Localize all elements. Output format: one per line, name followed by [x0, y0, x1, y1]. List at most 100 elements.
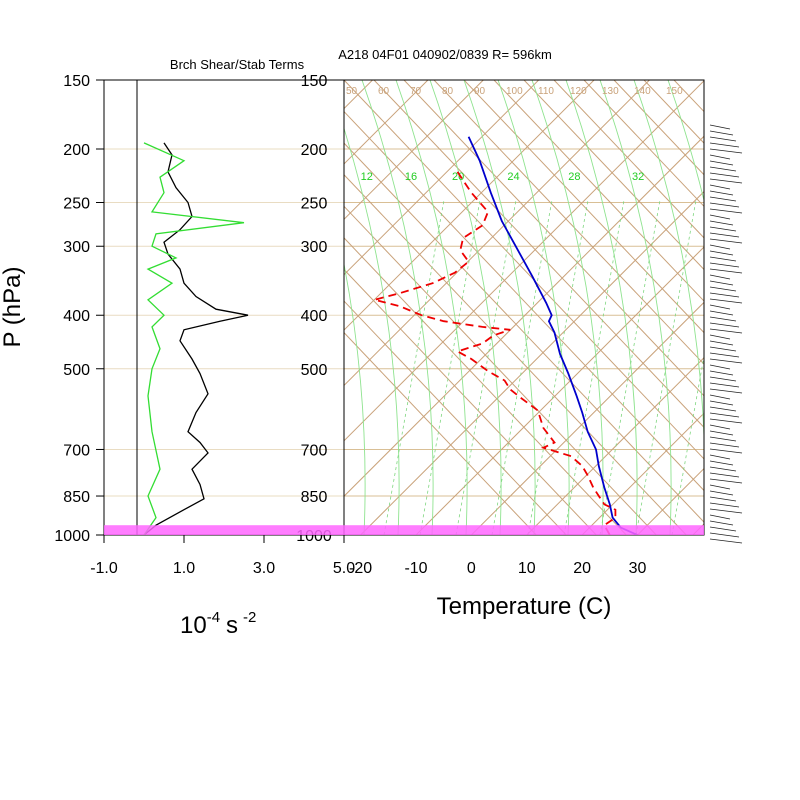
skewt-isotherm — [344, 80, 484, 221]
skewt-dry-adiabat — [344, 237, 627, 535]
wind-barb — [709, 214, 731, 220]
skewt-y-tick-label: 850 — [301, 489, 328, 506]
wind-barb — [709, 178, 743, 184]
skewt-dry-adiabat — [553, 80, 704, 239]
skewt-dry-adiabat — [463, 80, 704, 334]
shear-y-tick-label: 850 — [63, 489, 90, 506]
isotherm-label: 110 — [538, 86, 554, 97]
wind-barb — [709, 238, 743, 244]
skewt-moist-adiabat — [599, 80, 672, 535]
shear-y-tick-label: 300 — [63, 239, 90, 256]
wind-barb — [709, 526, 737, 532]
skewt-dry-adiabat — [344, 331, 537, 535]
wind-barb — [709, 148, 743, 154]
skewt-isotherm — [471, 301, 704, 535]
skewt-x-tick-label: -10 — [404, 560, 427, 577]
skewt-moist-adiabat — [531, 80, 604, 535]
wind-barb — [709, 514, 731, 520]
skewt-isotherm — [637, 467, 704, 535]
wind-barb — [709, 226, 737, 232]
skewt-dry-adiabat — [344, 142, 704, 523]
wind-barb — [709, 442, 740, 448]
skewt-x-tick-label: 10 — [518, 560, 536, 577]
isotherm-label: 80 — [442, 86, 454, 97]
wind-barb — [709, 166, 737, 172]
wind-barb — [709, 496, 737, 502]
skewt-y-tick-label: 300 — [301, 239, 328, 256]
skewt-dry-adiabat — [344, 205, 657, 535]
wind-barb — [709, 190, 734, 196]
wind-barb — [709, 394, 731, 400]
skewt-isotherm — [344, 80, 704, 442]
skewt-isotherm — [0, 80, 262, 535]
shear-series-1 — [143, 142, 245, 535]
skewt-mixing-ratio-line — [455, 199, 517, 535]
skewt-y-tick-label: 150 — [301, 73, 328, 90]
shear-series-group — [143, 142, 249, 535]
skewt-dry-adiabat — [433, 80, 704, 365]
skewt-background-lines: 12 16 20 24 28 32 50 60 70 80 90 100 110 120 130 140 150 — [0, 80, 800, 535]
wind-barb — [709, 322, 740, 328]
wind-barb — [709, 256, 737, 262]
skewt-x-tick-label: 0 — [467, 560, 476, 577]
mixing-ratio-label: 32 — [632, 171, 644, 183]
skewt-dry-adiabat — [344, 174, 687, 535]
skewt-x-tick-label: -20 — [349, 560, 372, 577]
skewt-dewpoint-line — [374, 171, 617, 535]
wind-barb — [709, 268, 743, 274]
skewt-dry-adiabat — [764, 80, 800, 535]
skewt-y-tick-label: 400 — [301, 308, 328, 325]
surface-layer-band — [104, 525, 704, 535]
skewt-isotherm — [344, 80, 540, 276]
shear-panel-title: Brch Shear/Stab Terms — [170, 57, 305, 72]
skewt-mixing-ratio-line — [563, 199, 625, 535]
skewt-moist-adiabat — [344, 261, 366, 535]
skewt-isotherm — [344, 80, 650, 387]
wind-barb — [709, 532, 740, 538]
skewt-isotherm — [692, 523, 704, 535]
skewt-dry-adiabat — [703, 80, 704, 81]
skewt-x-axis-label: Temperature (C) — [437, 593, 612, 620]
mixing-ratio-label: 12 — [361, 171, 373, 183]
wind-barb — [709, 160, 734, 166]
skewt-dry-adiabat — [403, 80, 704, 397]
skewt-moist-adiabat — [565, 80, 638, 535]
shear-x-axis-label-base: 10 — [180, 612, 207, 639]
wind-barb — [709, 334, 731, 340]
isotherm-label: 70 — [410, 86, 422, 97]
skewt-mixing-ratio-line — [671, 354, 704, 535]
skewt-mixing-ratio-line — [491, 199, 553, 535]
wind-barb — [709, 352, 740, 358]
shear-x-axis-label-unit: s — [226, 612, 238, 639]
wind-barb — [709, 358, 743, 364]
skewt-dry-adiabat — [344, 80, 704, 460]
wind-barb — [709, 292, 740, 298]
skewt-isotherm — [748, 80, 800, 535]
wind-barb — [709, 328, 743, 334]
skewt-y-tick-label: 700 — [301, 442, 328, 459]
skewt-dry-adiabat — [673, 80, 704, 113]
wind-barb — [709, 316, 737, 322]
skewt-moist-adiabat — [667, 80, 704, 203]
shear-y-axis-label: P (hPa) — [0, 267, 26, 348]
wind-barb — [709, 340, 734, 346]
skewt-dry-adiabat — [523, 80, 704, 271]
isotherm-label: 50 — [346, 86, 358, 97]
skewt-dry-adiabat — [373, 80, 704, 429]
wind-barb — [709, 538, 743, 544]
wind-barb — [709, 370, 734, 376]
wind-barb — [709, 460, 734, 466]
wind-barb — [709, 454, 731, 460]
wind-barb — [709, 400, 734, 406]
wind-barb — [709, 472, 740, 478]
skewt-dry-adiabat — [613, 80, 704, 176]
wind-barb — [709, 484, 731, 490]
wind-barb — [709, 250, 734, 256]
wind-barb — [709, 490, 734, 496]
skewt-mixing-ratio-line — [635, 199, 697, 535]
wind-barb — [709, 244, 731, 250]
skewt-dry-adiabat — [583, 80, 704, 208]
skewt-mixing-ratio-line — [599, 199, 661, 535]
